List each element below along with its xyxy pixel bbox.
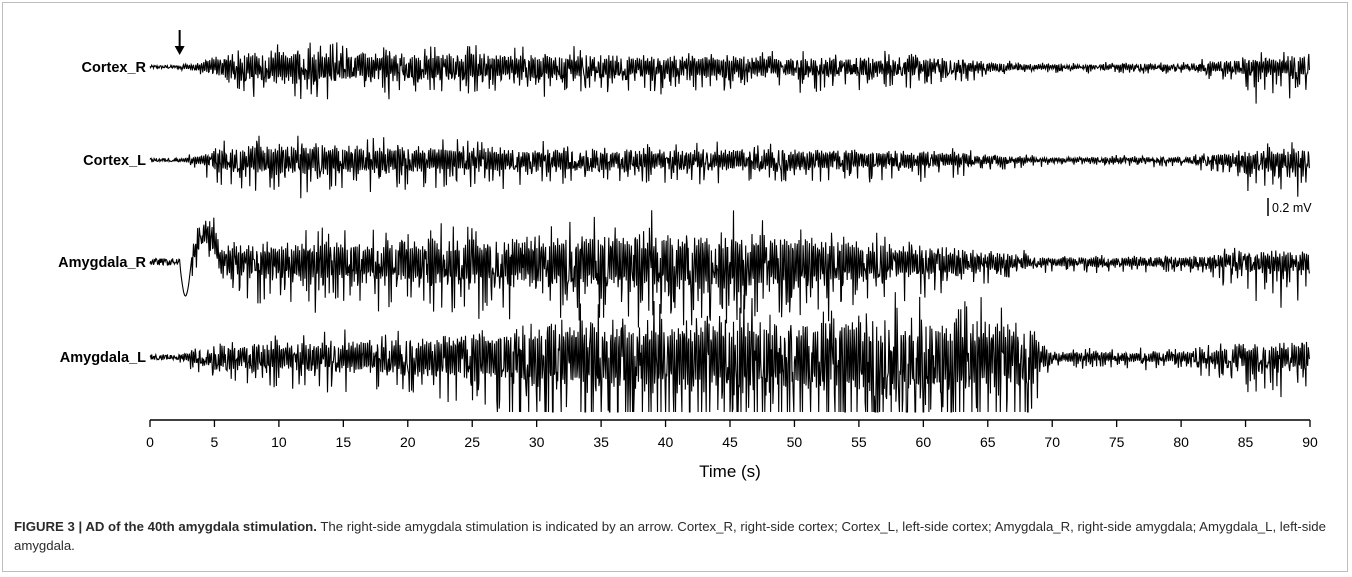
figure-caption: FIGURE 3 | AD of the 40th amygdala stimu… xyxy=(14,517,1334,555)
trace-amygdala-r xyxy=(149,210,1310,328)
x-axis: 0 5 10 15 20 25 30 35 40 45 50 55 60 65 70 75 80 85 90 Time… xyxy=(146,419,1318,481)
channel-label-cortex-r: Cortex_R xyxy=(82,60,147,76)
caption-text: The right-side amygdala stimulation is i… xyxy=(14,519,1326,553)
x-tick-label: 70 xyxy=(1044,434,1060,450)
x-tick-label: 80 xyxy=(1173,434,1189,450)
channel-label-cortex-l: Cortex_L xyxy=(83,153,146,169)
x-tick-label: 20 xyxy=(400,434,416,450)
channel-label-amygdala-r: Amygdala_R xyxy=(58,255,146,271)
x-tick-label: 25 xyxy=(464,434,480,450)
x-tick-label: 65 xyxy=(980,434,996,450)
channel-labels: Cortex_R Cortex_L Amygdala_R Amygdala_L xyxy=(58,60,146,366)
x-tick-label: 15 xyxy=(336,434,352,450)
stimulus-marker xyxy=(174,30,185,55)
x-tick-label: 75 xyxy=(1109,434,1125,450)
channel-label-amygdala-l: Amygdala_L xyxy=(60,350,146,366)
stimulus-arrow-head xyxy=(174,46,185,55)
x-tick-label: 85 xyxy=(1238,434,1254,450)
trace-amygdala-l xyxy=(149,292,1310,413)
x-tick-label: 55 xyxy=(851,434,867,450)
x-tick-label: 5 xyxy=(211,434,219,450)
scale-bar: 0.2 mV xyxy=(1267,198,1312,216)
x-tick-label: 30 xyxy=(529,434,545,450)
x-tick-label: 35 xyxy=(593,434,609,450)
eeg-chart: Cortex_R Cortex_L Amygdala_R Amygdala_L 0 5 1… xyxy=(58,30,1318,481)
x-tick-label: 10 xyxy=(271,434,287,450)
eeg-traces xyxy=(149,42,1310,413)
x-tick-label: 45 xyxy=(722,434,738,450)
caption-bold: FIGURE 3 | AD of the 40th amygdala stimu… xyxy=(14,519,317,534)
x-tick-label: 90 xyxy=(1302,434,1318,450)
x-tick-label: 0 xyxy=(146,434,154,450)
x-tick-label: 50 xyxy=(787,434,803,450)
trace-cortex-r xyxy=(149,42,1310,104)
x-tick-label: 40 xyxy=(658,434,674,450)
x-tick-label: 60 xyxy=(916,434,932,450)
x-axis-title: Time (s) xyxy=(699,462,761,481)
trace-cortex-l xyxy=(149,135,1310,199)
scale-bar-label: 0.2 mV xyxy=(1272,201,1312,215)
